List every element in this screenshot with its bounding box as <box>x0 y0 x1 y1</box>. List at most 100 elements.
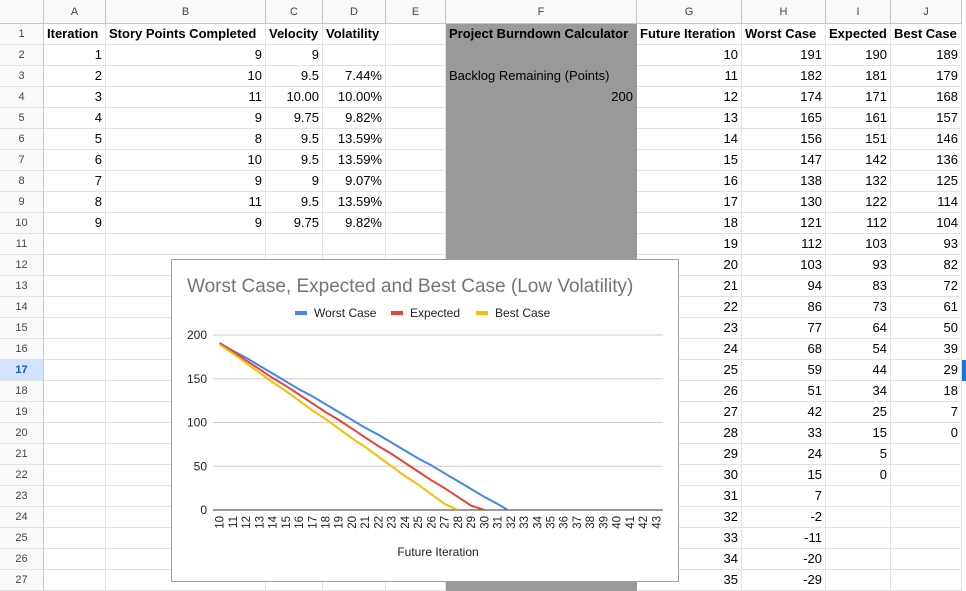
cell-g2[interactable]: 10 <box>637 45 742 66</box>
cell-d9[interactable]: 13.59% <box>323 192 386 213</box>
cell-j17[interactable]: 29 <box>891 360 962 381</box>
cell-f8[interactable] <box>446 171 637 192</box>
row-header-19[interactable]: 19 <box>0 402 44 423</box>
cell-j12[interactable]: 82 <box>891 255 962 276</box>
cell-g26[interactable]: 34 <box>637 549 742 570</box>
burndown-chart[interactable]: Worst Case, Expected and Best Case (Low … <box>171 259 679 582</box>
cell-e9[interactable] <box>386 192 446 213</box>
cell-h7[interactable]: 147 <box>742 150 826 171</box>
cell-i25[interactable] <box>826 528 891 549</box>
cell-e11[interactable] <box>386 234 446 255</box>
cell-b1[interactable]: Story Points Completed <box>106 24 266 45</box>
cell-h2[interactable]: 191 <box>742 45 826 66</box>
cell-f1[interactable]: Project Burndown Calculator <box>446 24 637 45</box>
cell-g24[interactable]: 32 <box>637 507 742 528</box>
row-header-2[interactable]: 2 <box>0 45 44 66</box>
cell-g9[interactable]: 17 <box>637 192 742 213</box>
cell-j19[interactable]: 7 <box>891 402 962 423</box>
cell-e2[interactable] <box>386 45 446 66</box>
cell-j13[interactable]: 72 <box>891 276 962 297</box>
column-header-f[interactable]: F <box>446 0 637 24</box>
cell-j6[interactable]: 146 <box>891 129 962 150</box>
cell-j2[interactable]: 189 <box>891 45 962 66</box>
row-header-1[interactable]: 1 <box>0 24 44 45</box>
cell-a26[interactable] <box>44 549 106 570</box>
cell-h12[interactable]: 103 <box>742 255 826 276</box>
cell-e1[interactable] <box>386 24 446 45</box>
cell-g14[interactable]: 22 <box>637 297 742 318</box>
cell-i8[interactable]: 132 <box>826 171 891 192</box>
cell-i12[interactable]: 93 <box>826 255 891 276</box>
cell-j5[interactable]: 157 <box>891 108 962 129</box>
cell-i4[interactable]: 171 <box>826 87 891 108</box>
cell-j4[interactable]: 168 <box>891 87 962 108</box>
cell-b9[interactable]: 11 <box>106 192 266 213</box>
row-header-6[interactable]: 6 <box>0 129 44 150</box>
cell-a7[interactable]: 6 <box>44 150 106 171</box>
cell-h19[interactable]: 42 <box>742 402 826 423</box>
row-header-14[interactable]: 14 <box>0 297 44 318</box>
cell-j7[interactable]: 136 <box>891 150 962 171</box>
cell-i19[interactable]: 25 <box>826 402 891 423</box>
cell-d5[interactable]: 9.82% <box>323 108 386 129</box>
cell-a13[interactable] <box>44 276 106 297</box>
cell-a8[interactable]: 7 <box>44 171 106 192</box>
cell-e10[interactable] <box>386 213 446 234</box>
row-header-3[interactable]: 3 <box>0 66 44 87</box>
select-all-corner[interactable] <box>0 0 44 24</box>
cell-d6[interactable]: 13.59% <box>323 129 386 150</box>
cell-h6[interactable]: 156 <box>742 129 826 150</box>
cell-j11[interactable]: 93 <box>891 234 962 255</box>
cell-j20[interactable]: 0 <box>891 423 962 444</box>
cell-i10[interactable]: 112 <box>826 213 891 234</box>
cell-g8[interactable]: 16 <box>637 171 742 192</box>
cell-j15[interactable]: 50 <box>891 318 962 339</box>
cell-d7[interactable]: 13.59% <box>323 150 386 171</box>
cell-c3[interactable]: 9.5 <box>266 66 323 87</box>
cell-i7[interactable]: 142 <box>826 150 891 171</box>
cell-i11[interactable]: 103 <box>826 234 891 255</box>
cell-i9[interactable]: 122 <box>826 192 891 213</box>
cell-h20[interactable]: 33 <box>742 423 826 444</box>
row-header-7[interactable]: 7 <box>0 150 44 171</box>
cell-j1[interactable]: Best Case <box>891 24 962 45</box>
cell-e8[interactable] <box>386 171 446 192</box>
cell-h13[interactable]: 94 <box>742 276 826 297</box>
cell-j18[interactable]: 18 <box>891 381 962 402</box>
cell-a9[interactable]: 8 <box>44 192 106 213</box>
cell-a5[interactable]: 4 <box>44 108 106 129</box>
cell-h4[interactable]: 174 <box>742 87 826 108</box>
cell-j16[interactable]: 39 <box>891 339 962 360</box>
cell-j23[interactable] <box>891 486 962 507</box>
row-header-24[interactable]: 24 <box>0 507 44 528</box>
cell-e5[interactable] <box>386 108 446 129</box>
row-header-22[interactable]: 22 <box>0 465 44 486</box>
cell-b7[interactable]: 10 <box>106 150 266 171</box>
cell-c5[interactable]: 9.75 <box>266 108 323 129</box>
cell-d4[interactable]: 10.00% <box>323 87 386 108</box>
cell-b11[interactable] <box>106 234 266 255</box>
cell-a12[interactable] <box>44 255 106 276</box>
cell-j25[interactable] <box>891 528 962 549</box>
cell-f5[interactable] <box>446 108 637 129</box>
cell-h10[interactable]: 121 <box>742 213 826 234</box>
cell-a24[interactable] <box>44 507 106 528</box>
cell-j8[interactable]: 125 <box>891 171 962 192</box>
cell-f10[interactable] <box>446 213 637 234</box>
cell-i5[interactable]: 161 <box>826 108 891 129</box>
cell-a3[interactable]: 2 <box>44 66 106 87</box>
cell-j21[interactable] <box>891 444 962 465</box>
cell-d1[interactable]: Volatility <box>323 24 386 45</box>
cell-h26[interactable]: -20 <box>742 549 826 570</box>
cell-i21[interactable]: 5 <box>826 444 891 465</box>
cell-g3[interactable]: 11 <box>637 66 742 87</box>
cell-d3[interactable]: 7.44% <box>323 66 386 87</box>
row-header-20[interactable]: 20 <box>0 423 44 444</box>
cell-c6[interactable]: 9.5 <box>266 129 323 150</box>
cell-g15[interactable]: 23 <box>637 318 742 339</box>
cell-a1[interactable]: Iteration <box>44 24 106 45</box>
cell-c2[interactable]: 9 <box>266 45 323 66</box>
cell-a25[interactable] <box>44 528 106 549</box>
row-header-17[interactable]: 17 <box>0 360 44 381</box>
cell-a10[interactable]: 9 <box>44 213 106 234</box>
